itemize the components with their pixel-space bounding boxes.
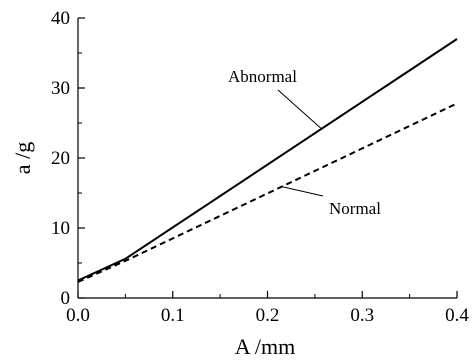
x-tick-label: 0.2: [256, 305, 280, 326]
x-tick-label: 0.1: [161, 305, 185, 326]
x-tick-label: 0.3: [350, 305, 374, 326]
x-axis: 0.0 0.1 0.2 0.3 0.4: [66, 291, 469, 326]
series-line-abnormal: [77, 38, 458, 282]
x-axis-title: A /mm: [235, 334, 296, 359]
series-line-normal: [77, 102, 458, 283]
y-tick-label: 20: [51, 148, 70, 169]
annotation-layer: Abnormal Normal: [228, 67, 381, 218]
y-tick-label: 30: [51, 78, 70, 99]
y-axis-title: a /g: [10, 142, 35, 174]
y-tick-label: 10: [51, 218, 70, 239]
annotation-label-normal: Normal: [329, 199, 381, 218]
series-layer: [77, 38, 458, 283]
y-axis: 0 10 20 30 40: [51, 8, 85, 309]
annotation-label-abnormal: Abnormal: [228, 67, 297, 86]
y-tick-label: 40: [51, 8, 70, 29]
annotation-leader-abnormal: [277, 89, 322, 130]
y-tick-label: 0: [61, 288, 71, 309]
x-tick-label: 0.4: [445, 305, 469, 326]
annotation-leader-normal: [281, 186, 324, 197]
x-tick-label: 0.0: [66, 305, 90, 326]
